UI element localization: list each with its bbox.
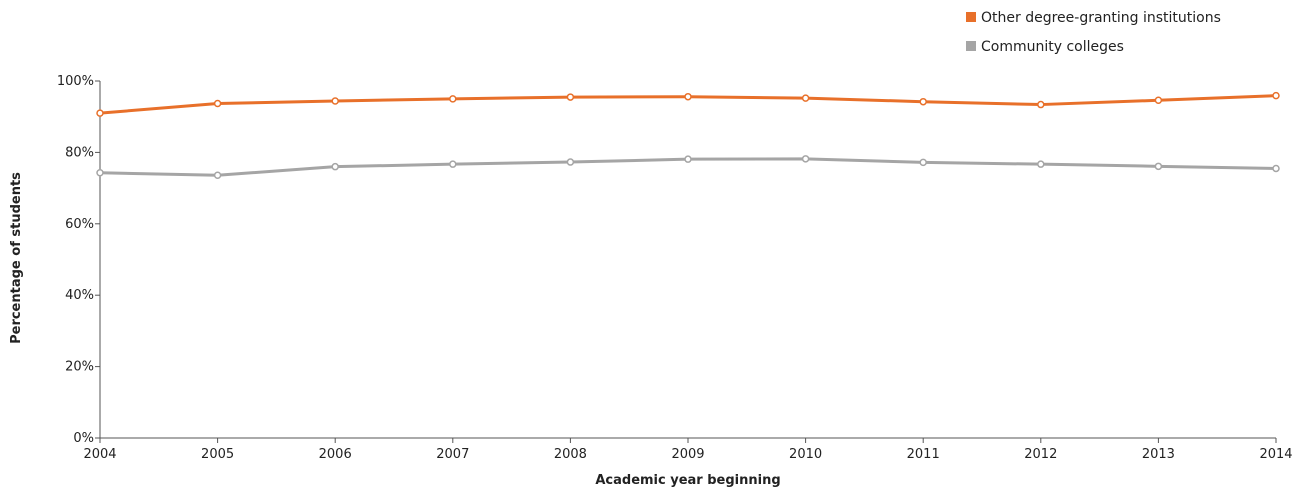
data-point: [1154, 96, 1163, 105]
data-point: [449, 95, 457, 103]
legend-label-0: Other degree-granting institutions: [981, 10, 1221, 26]
data-point: [684, 92, 692, 101]
y-tick-label: 20%: [65, 360, 94, 375]
x-tick-label: 2010: [789, 447, 822, 462]
data-point: [213, 99, 222, 108]
y-tick-label: 60%: [65, 217, 94, 232]
x-ticks: 2004 2005 2006 2007 2008 2009 2010 2011 2012 2013…: [83, 438, 1293, 462]
data-point: [801, 155, 810, 163]
legend-swatch-0: [966, 12, 976, 22]
legend: Other degree-granting institutions Commu…: [966, 10, 1221, 55]
series-layer: [96, 91, 1280, 179]
data-point: [566, 158, 575, 166]
data-point: [1272, 164, 1280, 173]
x-tick-label: 2008: [554, 447, 587, 462]
data-point: [96, 168, 104, 177]
x-axis-title: Academic year beginning: [595, 473, 780, 488]
data-point: [449, 160, 457, 168]
x-tick-label: 2011: [907, 447, 940, 462]
x-tick-label: 2013: [1142, 447, 1175, 462]
series-0: [96, 91, 1280, 117]
data-point: [213, 171, 222, 179]
data-point: [919, 158, 927, 167]
series-1: [96, 155, 1280, 179]
y-ticks: 0% 20% 40% 60% 80% 100%: [57, 74, 100, 446]
legend-label-1: Community colleges: [981, 39, 1124, 55]
x-tick-label: 2009: [671, 447, 704, 462]
data-point: [331, 162, 339, 171]
legend-swatch-1: [966, 41, 976, 51]
data-point: [331, 97, 339, 105]
y-tick-label: 100%: [57, 74, 94, 89]
data-point: [684, 155, 692, 163]
y-tick-label: 0%: [73, 431, 94, 446]
x-tick-label: 2004: [83, 447, 116, 462]
y-axis-title: Percentage of students: [9, 172, 24, 344]
x-tick-label: 2005: [201, 447, 234, 462]
data-point: [96, 109, 104, 117]
data-point: [919, 97, 927, 106]
data-point: [1037, 100, 1045, 109]
data-point: [801, 94, 810, 102]
data-point: [1037, 160, 1045, 168]
y-tick-label: 80%: [65, 145, 94, 160]
x-tick-label: 2007: [436, 447, 469, 462]
y-tick-label: 40%: [65, 288, 94, 303]
x-tick-label: 2014: [1259, 447, 1292, 462]
data-point: [566, 93, 575, 101]
x-tick-label: 2012: [1024, 447, 1057, 462]
data-point: [1272, 91, 1280, 100]
x-tick-label: 2006: [319, 447, 352, 462]
data-point: [1154, 162, 1163, 171]
